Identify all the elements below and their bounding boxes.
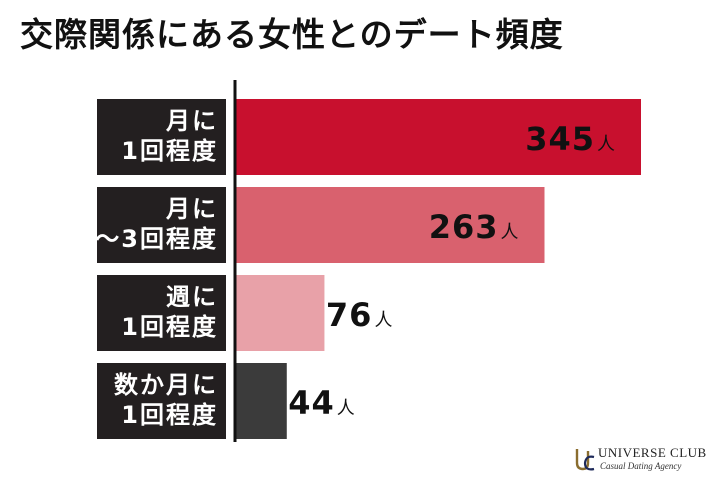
bar bbox=[235, 363, 287, 439]
category-label: 月に bbox=[165, 107, 218, 135]
logo-name: UNIVERSE CLUB bbox=[598, 445, 707, 460]
category-label-box bbox=[97, 363, 226, 439]
category-label-box bbox=[97, 99, 226, 175]
bar-value-unit: 人 bbox=[337, 398, 355, 419]
category-label: 月に bbox=[165, 195, 218, 223]
category-label: 1回程度 bbox=[121, 313, 218, 341]
category-label: 1回程度 bbox=[121, 137, 218, 165]
bar-value-label: 345 bbox=[525, 120, 595, 158]
category-label: 数か月に bbox=[114, 371, 218, 399]
category-label: 2～3回程度 bbox=[77, 225, 218, 253]
category-label: 1回程度 bbox=[121, 401, 218, 429]
bar bbox=[235, 275, 325, 351]
logo-tagline: Casual Dating Agency bbox=[600, 461, 682, 471]
bar-value-unit: 人 bbox=[374, 310, 392, 331]
category-label-box bbox=[97, 187, 226, 263]
uc-monogram-icon bbox=[575, 449, 595, 471]
bar bbox=[235, 99, 641, 175]
chart-title: 交際関係にある女性とのデート頻度 bbox=[20, 15, 564, 54]
bar-value-unit: 人 bbox=[597, 134, 615, 155]
bar-value-label: 76 bbox=[326, 296, 373, 334]
bar-value-unit: 人 bbox=[501, 222, 519, 243]
universe-club-logo: UNIVERSE CLUB Casual Dating Agency bbox=[574, 443, 714, 477]
bar bbox=[235, 187, 545, 263]
category-label-box bbox=[97, 275, 226, 351]
category-label: 週に bbox=[166, 283, 218, 311]
bar-value-label: 263 bbox=[429, 208, 499, 246]
bar-value-label: 44 bbox=[288, 384, 335, 422]
